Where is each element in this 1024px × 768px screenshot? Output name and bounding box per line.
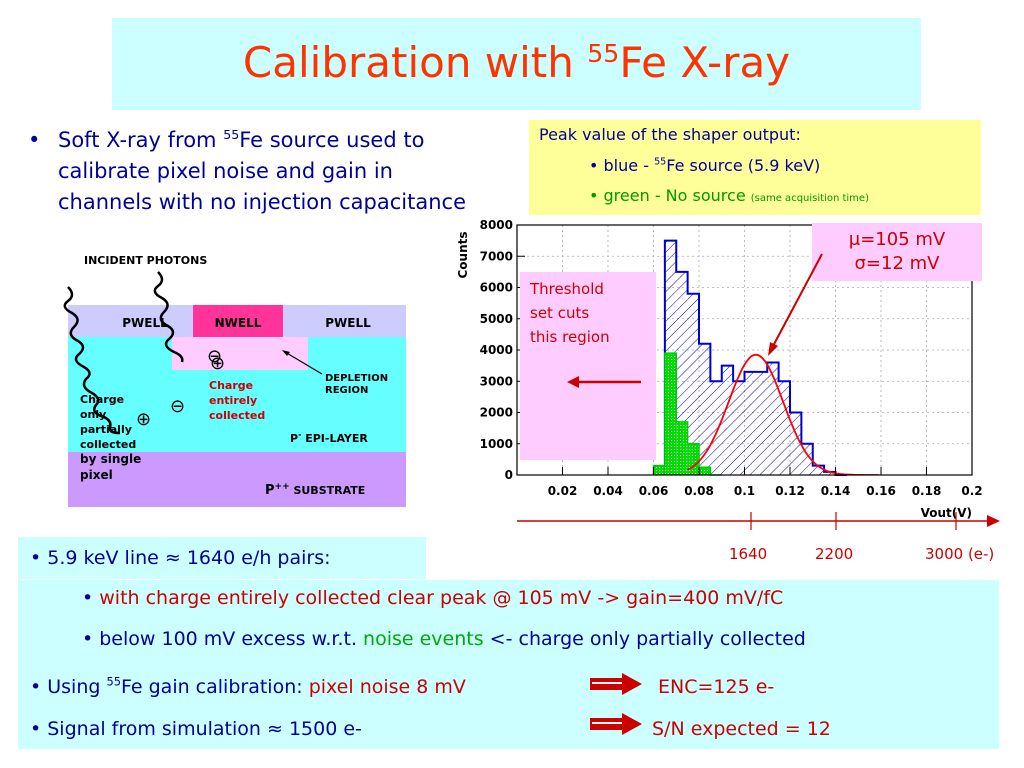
threshold-line-3: this region [530, 328, 610, 346]
enc-arrow [590, 673, 642, 695]
minus-in-depletion: ⊖ [207, 346, 222, 367]
substrate-label: P++ SUBSTRATE [265, 482, 365, 498]
x-tick-label-0: 0.02 [548, 484, 578, 498]
histogram-bar-blue-8 [755, 371, 768, 475]
intro-text: Soft X-ray from 55Fe source used to cali… [58, 127, 466, 214]
y-tick-label-4: 4000 [480, 343, 513, 357]
photon-track-1 [63, 286, 121, 435]
y-tick-label-2: 2000 [480, 406, 513, 420]
summary-sub-1: • with charge entirely collected clear p… [82, 587, 784, 609]
legend-green-entry: • green - No source (same acquisition ti… [589, 186, 869, 205]
enc-result: ENC=125 e- [658, 676, 775, 698]
incident-photons-label: INCIDENT PHOTONS [84, 254, 207, 267]
fit-result-box: μ=105 mV σ=12 mV [812, 223, 982, 281]
y-tick-label-1: 1000 [480, 437, 513, 451]
x-tick-label-5: 0.12 [775, 484, 805, 498]
photon-track-2 [153, 271, 184, 363]
charge-partial-label: Charge only partially collected by single pix… [80, 393, 141, 482]
x-tick-label-2: 0.06 [639, 484, 669, 498]
fit-mu: μ=105 mV [848, 229, 946, 250]
depletion-pointer [284, 351, 323, 375]
energy-line: • 5.9 keV line ≈ 1640 e/h pairs: [30, 547, 331, 569]
fit-arrow [768, 253, 823, 356]
threshold-note: Threshold set cuts this region [520, 272, 656, 460]
detector-diagram: PWELL NWELL PWELL INCIDENT PHOTONS ⊕ ⊖ ⊖… [63, 254, 406, 507]
histogram-bar-green-2 [676, 421, 688, 475]
threshold-arrow [567, 376, 641, 388]
legend-box: Peak value of the shaper output: • blue … [529, 120, 981, 215]
y-tick-label-7: 7000 [480, 249, 513, 263]
summary-sub-2: • below 100 mV excess w.r.t. noise event… [82, 628, 806, 650]
x-tick-label-1: 0.04 [593, 484, 623, 498]
scale-label-3000: 3000 (e-) [925, 545, 995, 563]
legend-title: Peak value of the shaper output: [539, 125, 801, 144]
histogram-bar-blue-4 [710, 381, 722, 475]
y-tick-label-3: 3000 [480, 374, 513, 388]
depletion-label: DEPLETION REGION [325, 373, 388, 396]
depletion-pointer-head [282, 350, 290, 356]
y-axis-label: Counts [456, 231, 470, 278]
x-axis-label: Vout(V) [921, 506, 972, 520]
scale-label-2200: 2200 [815, 545, 854, 563]
x-tick-label-8: 0.18 [912, 484, 942, 498]
summary-using-line: • Using 55Fe gain calibration: pixel noi… [30, 674, 466, 698]
page-title: Calibration with 55Fe X-ray [242, 38, 791, 87]
plus-carrier-2: ⊕ [136, 409, 151, 430]
sn-arrow [590, 713, 642, 735]
scale-label-1640: 1640 [729, 545, 768, 563]
pwell-left-label: PWELL [122, 316, 168, 330]
substrate-layer [68, 452, 406, 507]
epi-label: P- EPI-LAYER [290, 430, 368, 445]
summary-box [18, 580, 999, 749]
histogram-bar-blue-1 [676, 271, 688, 475]
y-tick-label-5: 5000 [480, 312, 513, 326]
histogram-bar-blue-7 [744, 371, 756, 475]
threshold-line-2: set cuts [530, 304, 590, 322]
x-tick-label-9: 0.2 [961, 484, 982, 498]
nwell-label: NWELL [215, 316, 262, 330]
x-tick-label-3: 0.08 [684, 484, 714, 498]
title-banner: Calibration with 55Fe X-ray [112, 18, 921, 110]
histogram-outline-green [652, 352, 722, 476]
histogram-bar-green-1 [664, 353, 677, 475]
histogram-bar-blue-14 [824, 471, 836, 475]
histogram-bar-blue-9 [767, 362, 779, 475]
x-tick-label-6: 0.14 [821, 484, 851, 498]
histogram-bar-blue-6 [733, 381, 745, 475]
y-tick-label-0: 0 [505, 468, 513, 482]
histogram-bar-green-3 [687, 443, 699, 475]
histogram-bar-blue-5 [721, 365, 734, 475]
histogram-bar-blue-13 [812, 465, 825, 475]
energy-header-box [18, 537, 426, 579]
nwell-region [193, 305, 283, 337]
histogram-bar-blue-2 [687, 293, 699, 475]
bullet-dot: • [28, 128, 41, 152]
histogram-bar-green-4 [699, 467, 711, 475]
threshold-line-1: Threshold [530, 280, 604, 298]
y-tick-label-6: 6000 [480, 281, 513, 295]
histogram-bar-green-0 [653, 465, 665, 475]
histogram-bar-blue-12 [801, 443, 813, 475]
sn-result: S/N expected = 12 [652, 718, 831, 740]
histogram-bar-blue-11 [790, 412, 802, 475]
legend-blue-entry: • blue - 55Fe source (5.9 keV) [589, 156, 821, 175]
fit-sigma: σ=12 mV [854, 253, 940, 274]
histogram-bar-blue-10 [778, 381, 790, 475]
histogram-bar-blue-3 [699, 343, 711, 475]
summary-signal-line: • Signal from simulation ≈ 1500 e- [30, 718, 362, 740]
x-tick-label-7: 0.16 [866, 484, 896, 498]
pwell-right-label: PWELL [325, 316, 371, 330]
plus-carrier-1: ⊕ [210, 353, 225, 374]
electron-scale [517, 512, 1000, 530]
x-tick-label-4: 0.1 [734, 484, 755, 498]
minus-carrier-2: ⊖ [170, 396, 185, 417]
charge-collected-label: Charge entirely collected [209, 379, 265, 422]
y-tick-label-8: 8000 [480, 218, 513, 232]
